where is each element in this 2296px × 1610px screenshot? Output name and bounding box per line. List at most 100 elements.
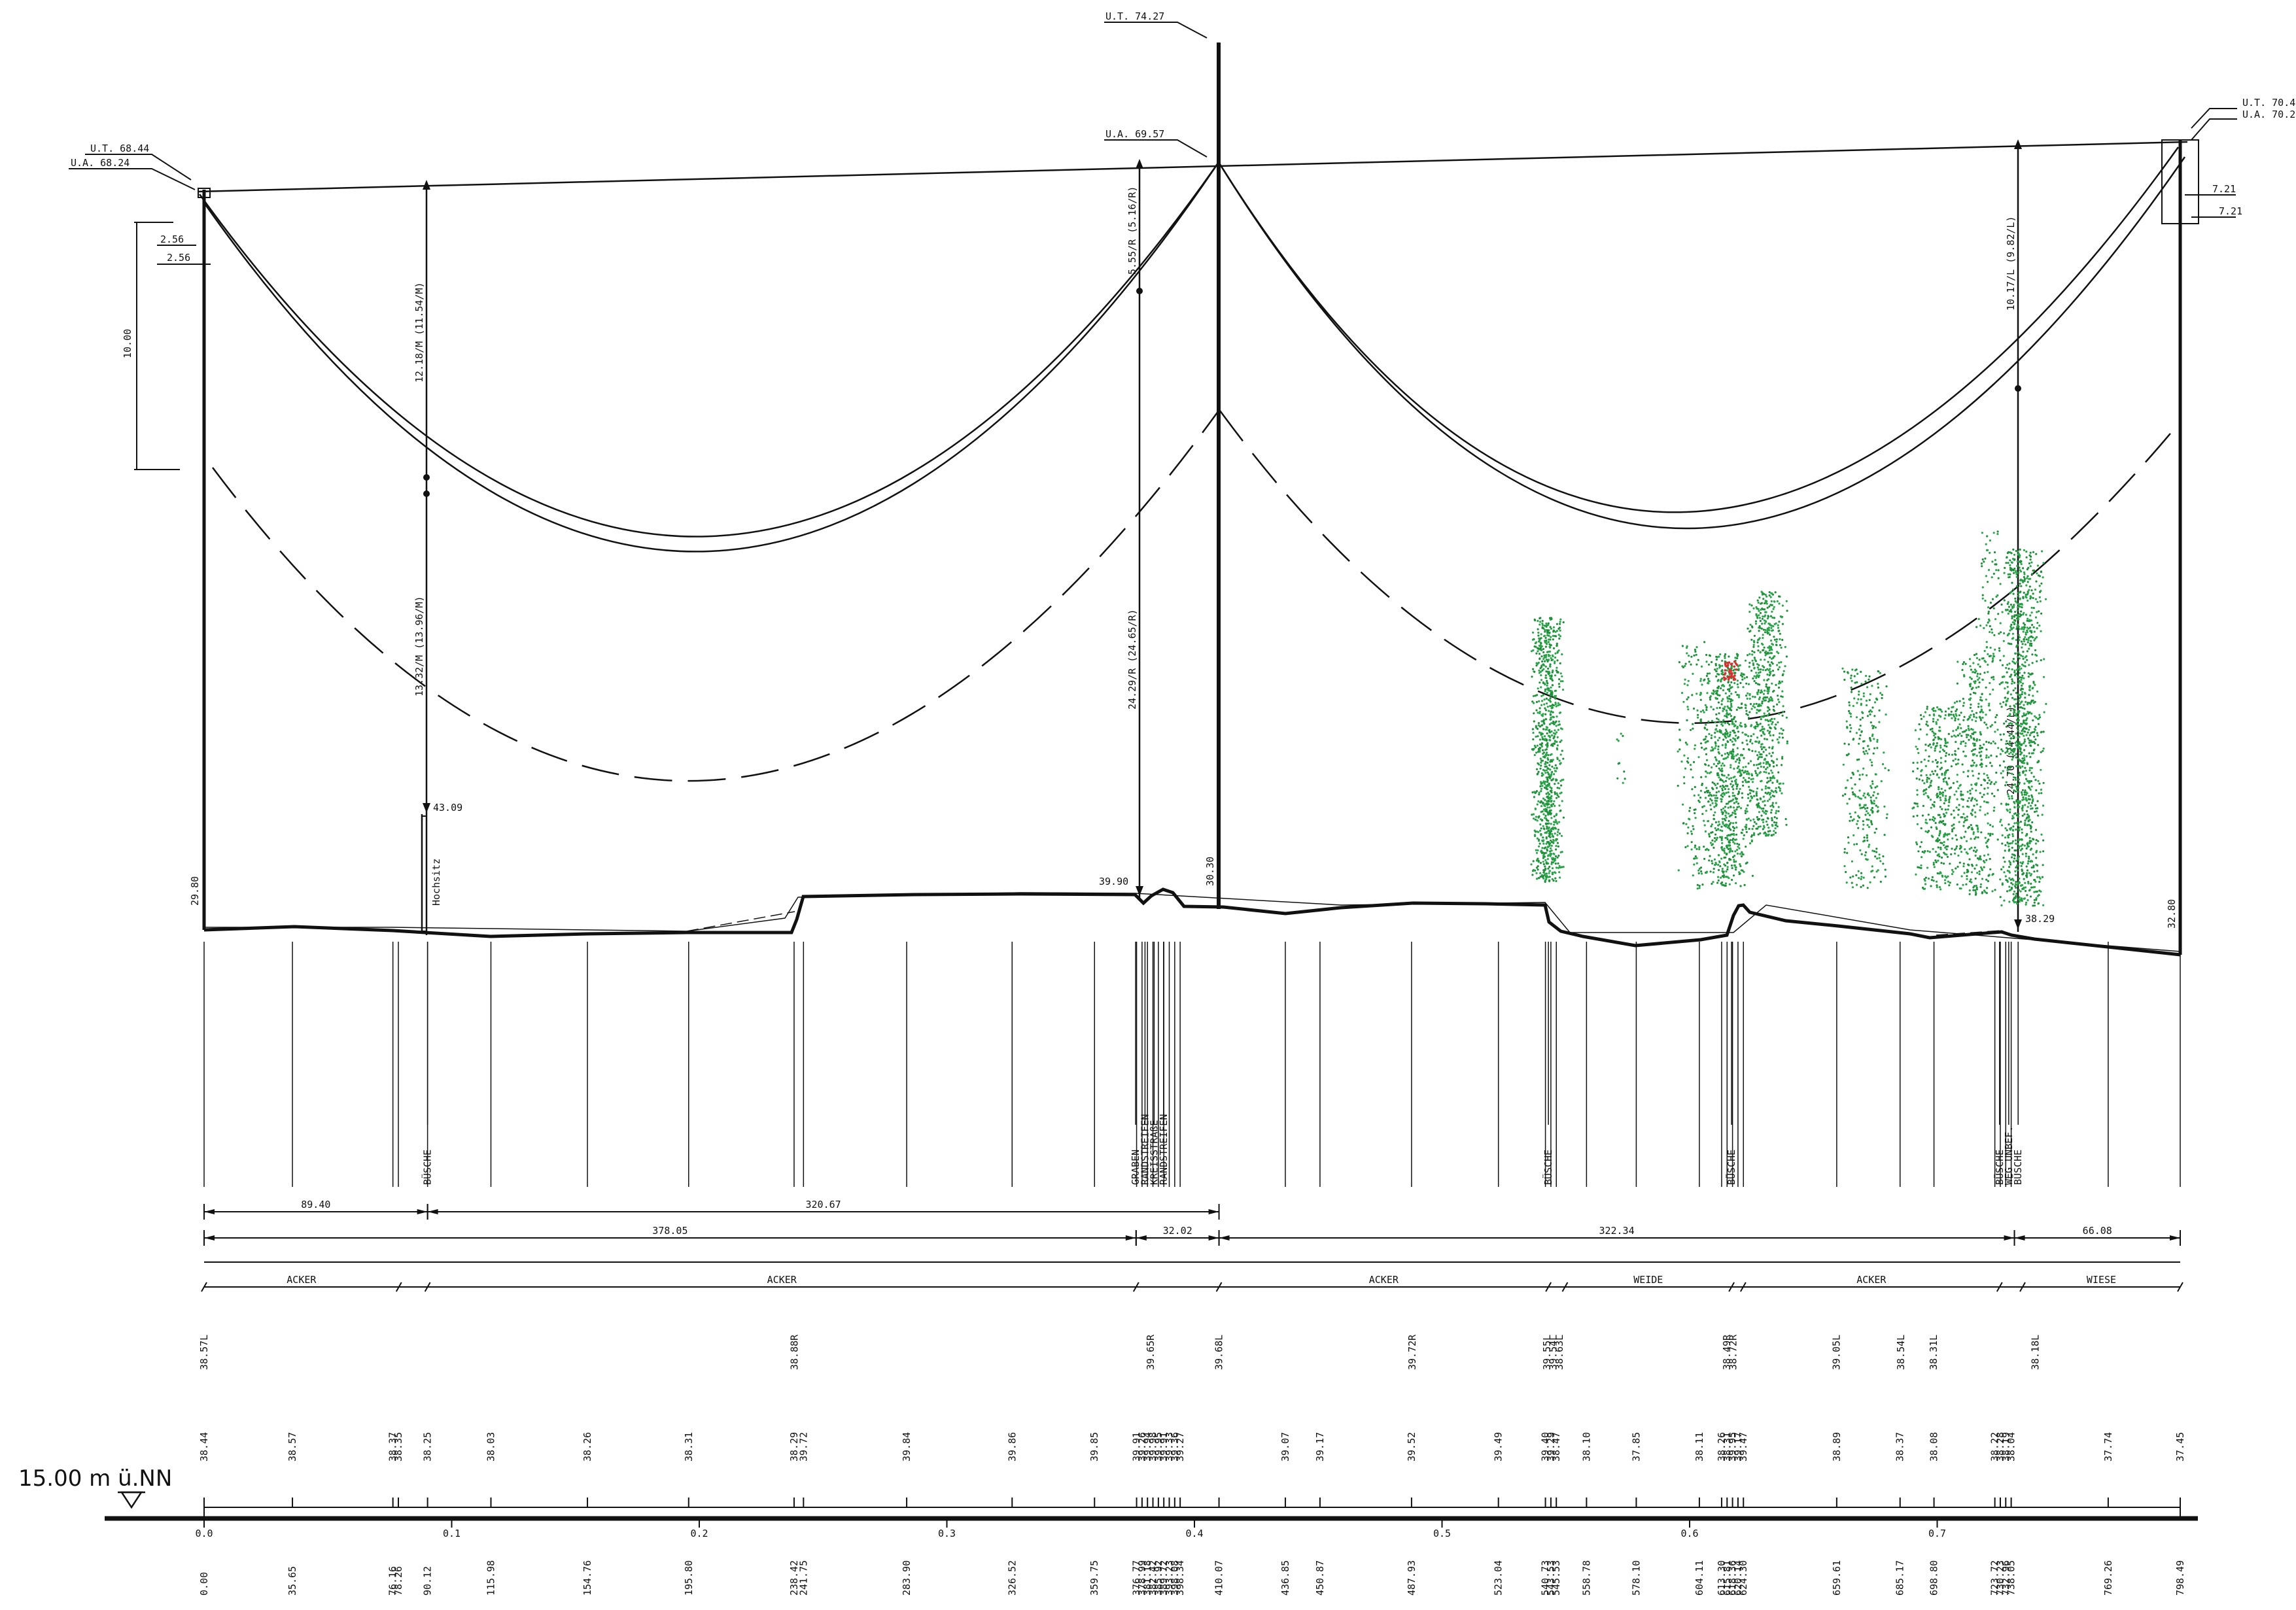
vegetation-point — [1996, 533, 1999, 536]
vegetation-point — [2027, 816, 2030, 819]
vegetation-point — [2015, 698, 2017, 700]
vegetation-point — [2015, 628, 2018, 630]
vegetation-point — [1559, 621, 1561, 623]
vegetation-point — [1979, 717, 1982, 719]
vegetation-point — [2015, 900, 2017, 903]
vegetation-point — [2034, 810, 2036, 814]
vegetation-point — [1764, 631, 1767, 634]
vegetation-point — [2011, 682, 2013, 685]
vegetation-point — [1958, 861, 1961, 864]
vegetation-point — [2000, 824, 2003, 827]
vegetation-point — [1876, 747, 1879, 749]
vegetation-point — [1539, 829, 1542, 832]
vegetation-point — [2017, 634, 2020, 636]
vegetation-point — [1730, 681, 1733, 683]
vegetation-point — [1737, 730, 1739, 733]
vegetation-point — [1856, 823, 1858, 825]
vegetation-point — [1868, 675, 1871, 677]
vegetation-point — [2033, 885, 2036, 889]
vegetation-point — [2012, 735, 2015, 738]
vegetation-point — [1972, 713, 1975, 716]
vegetation-point — [1723, 764, 1726, 767]
vegetation-point — [1980, 750, 1983, 753]
vegetation-point — [1722, 821, 1724, 823]
vegetation-point — [2008, 766, 2010, 769]
vegetation-point — [2026, 641, 2029, 643]
vegetation-point — [1545, 738, 1548, 741]
vegetation-point — [2034, 683, 2036, 686]
vegetation-point — [2020, 667, 2023, 670]
vegetation-point — [1770, 834, 1773, 836]
vegetation-point — [2015, 573, 2018, 575]
vegetation-point — [2000, 904, 2003, 907]
vegetation-point — [1755, 791, 1758, 793]
vegetation-point — [1550, 659, 1553, 662]
left-arm-label: 10.00 — [122, 329, 133, 358]
vegetation-point — [2037, 744, 2040, 746]
vegetation-point — [1715, 692, 1718, 695]
vegetation-point — [1858, 738, 1861, 740]
vegetation-point — [1970, 703, 1972, 706]
vegetation-point — [2019, 591, 2022, 593]
vegetation-point — [1535, 851, 1539, 854]
vegetation-point — [1785, 655, 1788, 658]
vegetation-point — [1929, 774, 1932, 776]
vegetation-point — [1739, 863, 1741, 866]
vegetation-point — [1962, 661, 1965, 664]
vegetation-point — [2004, 687, 2006, 690]
vegetation-point — [1941, 793, 1944, 796]
vegetation-point — [1843, 865, 1846, 868]
vegetation-point — [1723, 708, 1726, 710]
vegetation-point — [1856, 843, 1858, 846]
vegetation-point — [1855, 732, 1858, 734]
vegetation-point — [2004, 696, 2007, 699]
vegetation-point — [1964, 742, 1967, 745]
vegetation-point — [1771, 759, 1773, 762]
vegetation-point — [1714, 664, 1717, 667]
vegetation-point — [1711, 660, 1713, 664]
vegetation-point — [2025, 633, 2027, 636]
vegetation-point — [1694, 855, 1697, 858]
vegetation-point — [1698, 885, 1701, 887]
vegetation-point — [1939, 831, 1941, 834]
vegetation-point — [1939, 820, 1942, 823]
vegetation-point — [1998, 647, 2000, 649]
vegetation-point — [2034, 804, 2037, 806]
vegetation-point — [1915, 873, 1917, 876]
vegetation-point — [2007, 836, 2009, 839]
vegetation-point — [1745, 713, 1748, 715]
vegetation-point — [1731, 792, 1734, 795]
vegetation-point — [1708, 835, 1711, 838]
vegetation-point — [1991, 628, 1993, 631]
vegetation-point — [1735, 778, 1737, 781]
vegetation-point — [1916, 823, 1919, 825]
vegetation-point — [1540, 772, 1543, 774]
vegetation-point — [1872, 794, 1875, 796]
vegetation-point — [2033, 879, 2036, 882]
vegetation-point — [1989, 709, 1991, 711]
vegetation-point — [1974, 846, 1976, 849]
vegetation-point — [1968, 848, 1971, 850]
vegetation-point — [2003, 599, 2006, 602]
vegetation-point — [2032, 607, 2035, 609]
vegetation-point — [1851, 679, 1853, 682]
vegetation-point — [1705, 776, 1707, 778]
vegetation-point — [1736, 852, 1739, 855]
vegetation-point — [1736, 806, 1739, 808]
vegetation-point — [1765, 762, 1767, 765]
vegetation-point — [1531, 676, 1533, 678]
vegetation-point — [1731, 812, 1734, 814]
vegetation-point — [1556, 766, 1558, 769]
vegetation-point — [1945, 781, 1948, 783]
vegetation-point — [1745, 828, 1747, 831]
vegetation-point — [1753, 675, 1756, 677]
vegetation-point — [1933, 734, 1936, 737]
vegetation-point — [2007, 612, 2009, 615]
vegetation-point — [1773, 816, 1776, 819]
vegetation-point — [1779, 787, 1781, 790]
vegetation-point — [1877, 686, 1879, 689]
vegetation-point — [1764, 659, 1766, 661]
vegetation-point — [1771, 592, 1773, 595]
vegetation-point — [2023, 712, 2025, 715]
vegetation-point — [1553, 767, 1556, 770]
